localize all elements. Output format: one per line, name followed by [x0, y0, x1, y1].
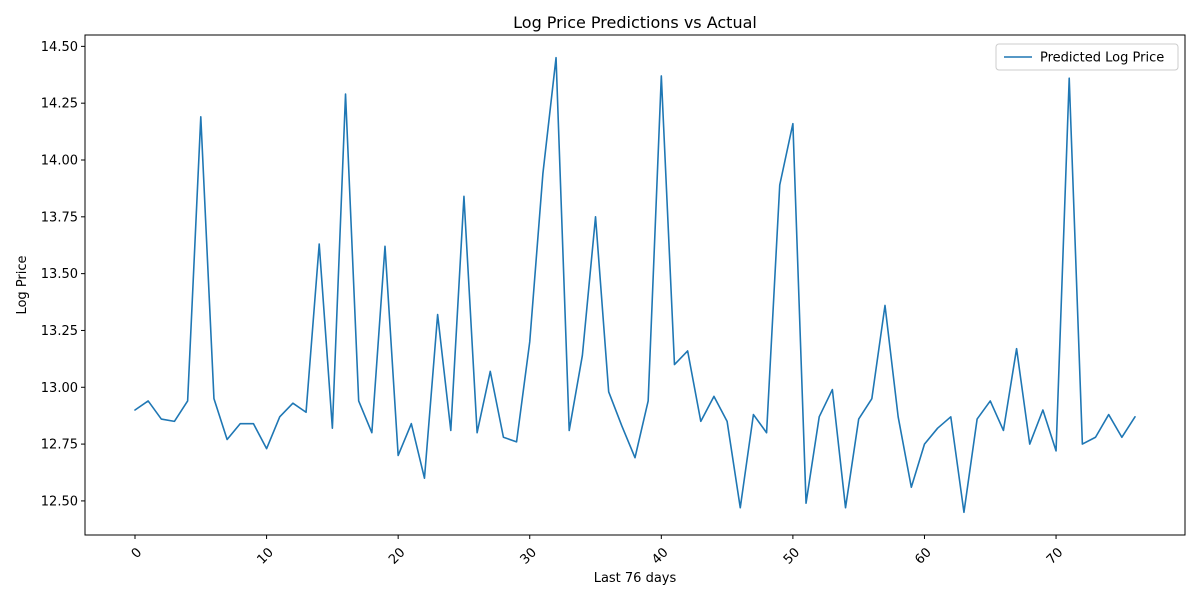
- legend-box: [995, 43, 1179, 71]
- data-point: [1121, 436, 1123, 438]
- data-point: [253, 423, 255, 425]
- data-point: [1108, 414, 1110, 416]
- data-point: [674, 364, 676, 366]
- data-point: [213, 398, 215, 400]
- data-point: [187, 400, 189, 402]
- data-point: [792, 123, 794, 125]
- data-point: [529, 341, 531, 343]
- data-point: [516, 441, 518, 443]
- data-point: [1029, 443, 1031, 445]
- data-point: [503, 436, 505, 438]
- data-point: [1042, 409, 1044, 411]
- data-point: [1082, 443, 1084, 445]
- data-point: [345, 93, 347, 95]
- data-point: [450, 430, 452, 432]
- y-tick-label: 14.00: [41, 154, 78, 169]
- data-point: [700, 421, 702, 423]
- legend: Predicted Log Price: [995, 43, 1179, 71]
- y-tick-label: 14.50: [41, 40, 78, 55]
- data-point: [437, 314, 439, 316]
- y-tick-label: 13.75: [41, 210, 78, 225]
- data-point: [542, 173, 544, 175]
- data-point: [950, 416, 952, 418]
- data-point: [1003, 430, 1005, 432]
- data-point: [239, 423, 241, 425]
- data-point: [634, 457, 636, 459]
- data-point: [555, 57, 557, 59]
- chart-title: Log Price Predictions vs Actual: [513, 13, 757, 32]
- data-point: [147, 400, 149, 402]
- data-point: [713, 396, 715, 398]
- data-point: [318, 243, 320, 245]
- data-point: [687, 350, 689, 352]
- data-point: [476, 432, 478, 434]
- legend-label: Predicted Log Price: [1040, 51, 1164, 66]
- y-tick-label: 13.50: [41, 267, 78, 282]
- data-point: [489, 371, 491, 373]
- data-point: [134, 409, 136, 411]
- data-point: [568, 430, 570, 432]
- data-point: [963, 511, 965, 513]
- y-tick-label: 12.75: [41, 438, 78, 453]
- data-point: [174, 421, 176, 423]
- y-axis: 12.50 12.75 13.00 13.25 13.50 13.75 14.00 14.25…: [41, 40, 85, 509]
- data-point: [161, 418, 163, 420]
- data-point: [976, 418, 978, 420]
- data-point: [463, 196, 465, 198]
- plot-area: [84, 34, 1186, 536]
- data-point: [832, 389, 834, 391]
- data-point: [753, 414, 755, 416]
- data-point: [897, 416, 899, 418]
- data-point: [582, 355, 584, 357]
- data-point: [200, 116, 202, 118]
- data-point: [858, 418, 860, 420]
- y-tick-label: 13.25: [41, 324, 78, 339]
- data-point: [358, 400, 360, 402]
- data-point: [226, 439, 228, 441]
- data-point: [937, 427, 939, 429]
- data-point: [332, 427, 334, 429]
- data-point: [1055, 450, 1057, 452]
- data-point: [411, 423, 413, 425]
- data-point: [1095, 436, 1097, 438]
- data-point: [1068, 77, 1070, 79]
- data-point: [292, 402, 294, 404]
- data-point: [726, 421, 728, 423]
- data-point: [266, 448, 268, 450]
- data-point: [279, 416, 281, 418]
- data-point: [595, 216, 597, 218]
- data-point: [397, 455, 399, 457]
- data-point: [305, 411, 307, 413]
- data-point: [608, 391, 610, 393]
- data-point: [1134, 416, 1136, 418]
- data-point: [989, 400, 991, 402]
- data-point: [766, 432, 768, 434]
- x-axis-label: Last 76 days: [594, 571, 677, 586]
- data-point: [1016, 348, 1018, 350]
- data-point: [818, 416, 820, 418]
- data-point: [371, 432, 373, 434]
- series-line: [134, 56, 1136, 514]
- data-point: [424, 477, 426, 479]
- data-point: [647, 400, 649, 402]
- data-point: [911, 486, 913, 488]
- data-point: [871, 398, 873, 400]
- data-point: [739, 507, 741, 509]
- data-point: [779, 184, 781, 186]
- plot-frame: [84, 34, 1186, 536]
- data-point: [621, 425, 623, 427]
- data-point: [384, 246, 386, 248]
- data-point: [805, 502, 807, 504]
- y-axis-label: Log Price: [15, 255, 30, 314]
- y-tick-label: 13.00: [41, 381, 78, 396]
- y-tick-label: 12.50: [41, 494, 78, 509]
- y-tick-label: 14.25: [41, 97, 78, 112]
- data-point: [884, 305, 886, 307]
- data-point: [845, 507, 847, 509]
- data-point: [661, 75, 663, 77]
- data-point: [924, 443, 926, 445]
